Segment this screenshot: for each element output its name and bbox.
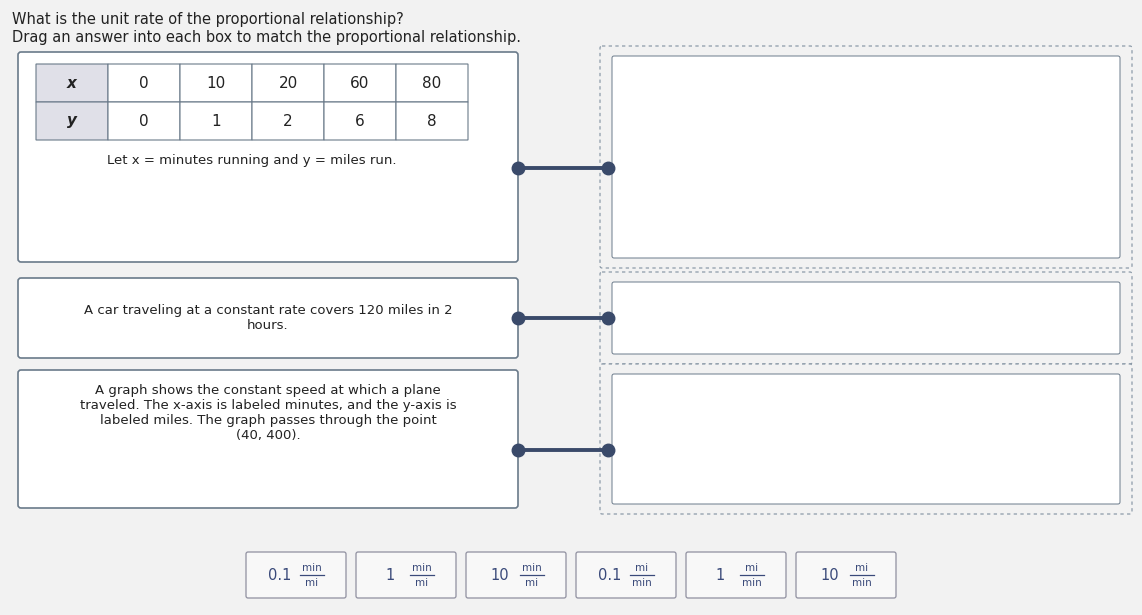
FancyBboxPatch shape <box>252 102 324 140</box>
FancyBboxPatch shape <box>18 52 518 262</box>
Text: min: min <box>742 578 762 588</box>
Text: 1: 1 <box>211 114 220 129</box>
Text: 80: 80 <box>423 76 442 90</box>
Text: y: y <box>67 114 77 129</box>
Text: What is the unit rate of the proportional relationship?: What is the unit rate of the proportiona… <box>13 12 404 27</box>
Text: mi: mi <box>635 563 649 573</box>
Text: mi: mi <box>305 578 319 588</box>
Text: min: min <box>412 563 432 573</box>
FancyBboxPatch shape <box>252 64 324 102</box>
FancyBboxPatch shape <box>796 552 896 598</box>
Text: x: x <box>67 76 77 90</box>
Text: mi: mi <box>416 578 428 588</box>
Text: Drag an answer into each box to match the proportional relationship.: Drag an answer into each box to match th… <box>13 30 521 45</box>
Text: 2: 2 <box>283 114 292 129</box>
FancyBboxPatch shape <box>37 102 108 140</box>
FancyBboxPatch shape <box>600 364 1132 514</box>
Text: 60: 60 <box>351 76 370 90</box>
FancyBboxPatch shape <box>466 552 566 598</box>
FancyBboxPatch shape <box>612 56 1120 258</box>
Text: 10: 10 <box>821 568 839 582</box>
Text: 0: 0 <box>139 76 148 90</box>
FancyBboxPatch shape <box>108 64 180 102</box>
FancyBboxPatch shape <box>612 282 1120 354</box>
FancyBboxPatch shape <box>180 64 252 102</box>
FancyBboxPatch shape <box>612 374 1120 504</box>
FancyBboxPatch shape <box>324 64 396 102</box>
Text: A car traveling at a constant rate covers 120 miles in 2
hours.: A car traveling at a constant rate cover… <box>83 304 452 332</box>
Text: min: min <box>303 563 322 573</box>
Text: 20: 20 <box>279 76 298 90</box>
Text: min: min <box>522 563 541 573</box>
FancyBboxPatch shape <box>356 552 456 598</box>
Text: 1: 1 <box>385 568 395 582</box>
Text: 10: 10 <box>207 76 226 90</box>
Text: 0.1: 0.1 <box>598 568 621 582</box>
Text: mi: mi <box>525 578 539 588</box>
FancyBboxPatch shape <box>600 46 1132 268</box>
Text: 1: 1 <box>715 568 725 582</box>
FancyBboxPatch shape <box>18 278 518 358</box>
FancyBboxPatch shape <box>246 552 346 598</box>
Text: 10: 10 <box>491 568 509 582</box>
Text: min: min <box>633 578 652 588</box>
Text: mi: mi <box>855 563 869 573</box>
Text: A graph shows the constant speed at which a plane
traveled. The x-axis is labele: A graph shows the constant speed at whic… <box>80 384 457 442</box>
FancyBboxPatch shape <box>600 272 1132 364</box>
Text: min: min <box>852 578 871 588</box>
Text: Let x = minutes running and y = miles run.: Let x = minutes running and y = miles ru… <box>107 154 396 167</box>
FancyBboxPatch shape <box>180 102 252 140</box>
FancyBboxPatch shape <box>108 102 180 140</box>
Text: mi: mi <box>746 563 758 573</box>
Text: 0: 0 <box>139 114 148 129</box>
Text: 8: 8 <box>427 114 436 129</box>
FancyBboxPatch shape <box>37 64 108 102</box>
FancyBboxPatch shape <box>396 64 468 102</box>
Text: 6: 6 <box>355 114 365 129</box>
FancyBboxPatch shape <box>396 102 468 140</box>
FancyBboxPatch shape <box>324 102 396 140</box>
FancyBboxPatch shape <box>18 370 518 508</box>
FancyBboxPatch shape <box>576 552 676 598</box>
Text: 0.1: 0.1 <box>268 568 291 582</box>
FancyBboxPatch shape <box>686 552 786 598</box>
